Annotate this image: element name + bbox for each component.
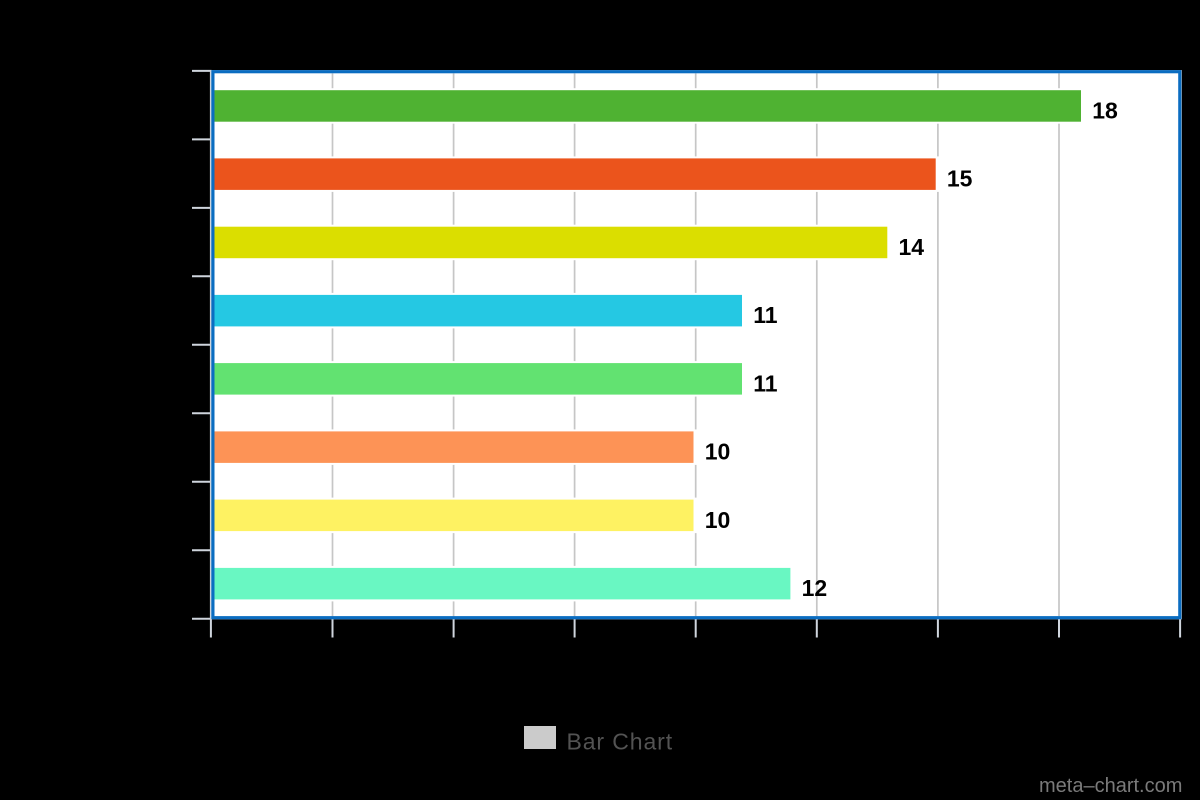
svg-text:11: 11: [753, 302, 778, 328]
svg-text:meta–chart.com: meta–chart.com: [1039, 775, 1182, 797]
svg-text:10: 10: [705, 439, 731, 465]
svg-text:11: 11: [753, 370, 778, 396]
svg-text:15: 15: [947, 166, 973, 192]
svg-text:10: 10: [705, 507, 731, 533]
svg-text:18: 18: [1092, 97, 1118, 123]
svg-text:14: 14: [899, 234, 925, 260]
svg-text:12: 12: [802, 575, 828, 601]
svg-text:Bar Chart: Bar Chart: [567, 728, 674, 754]
